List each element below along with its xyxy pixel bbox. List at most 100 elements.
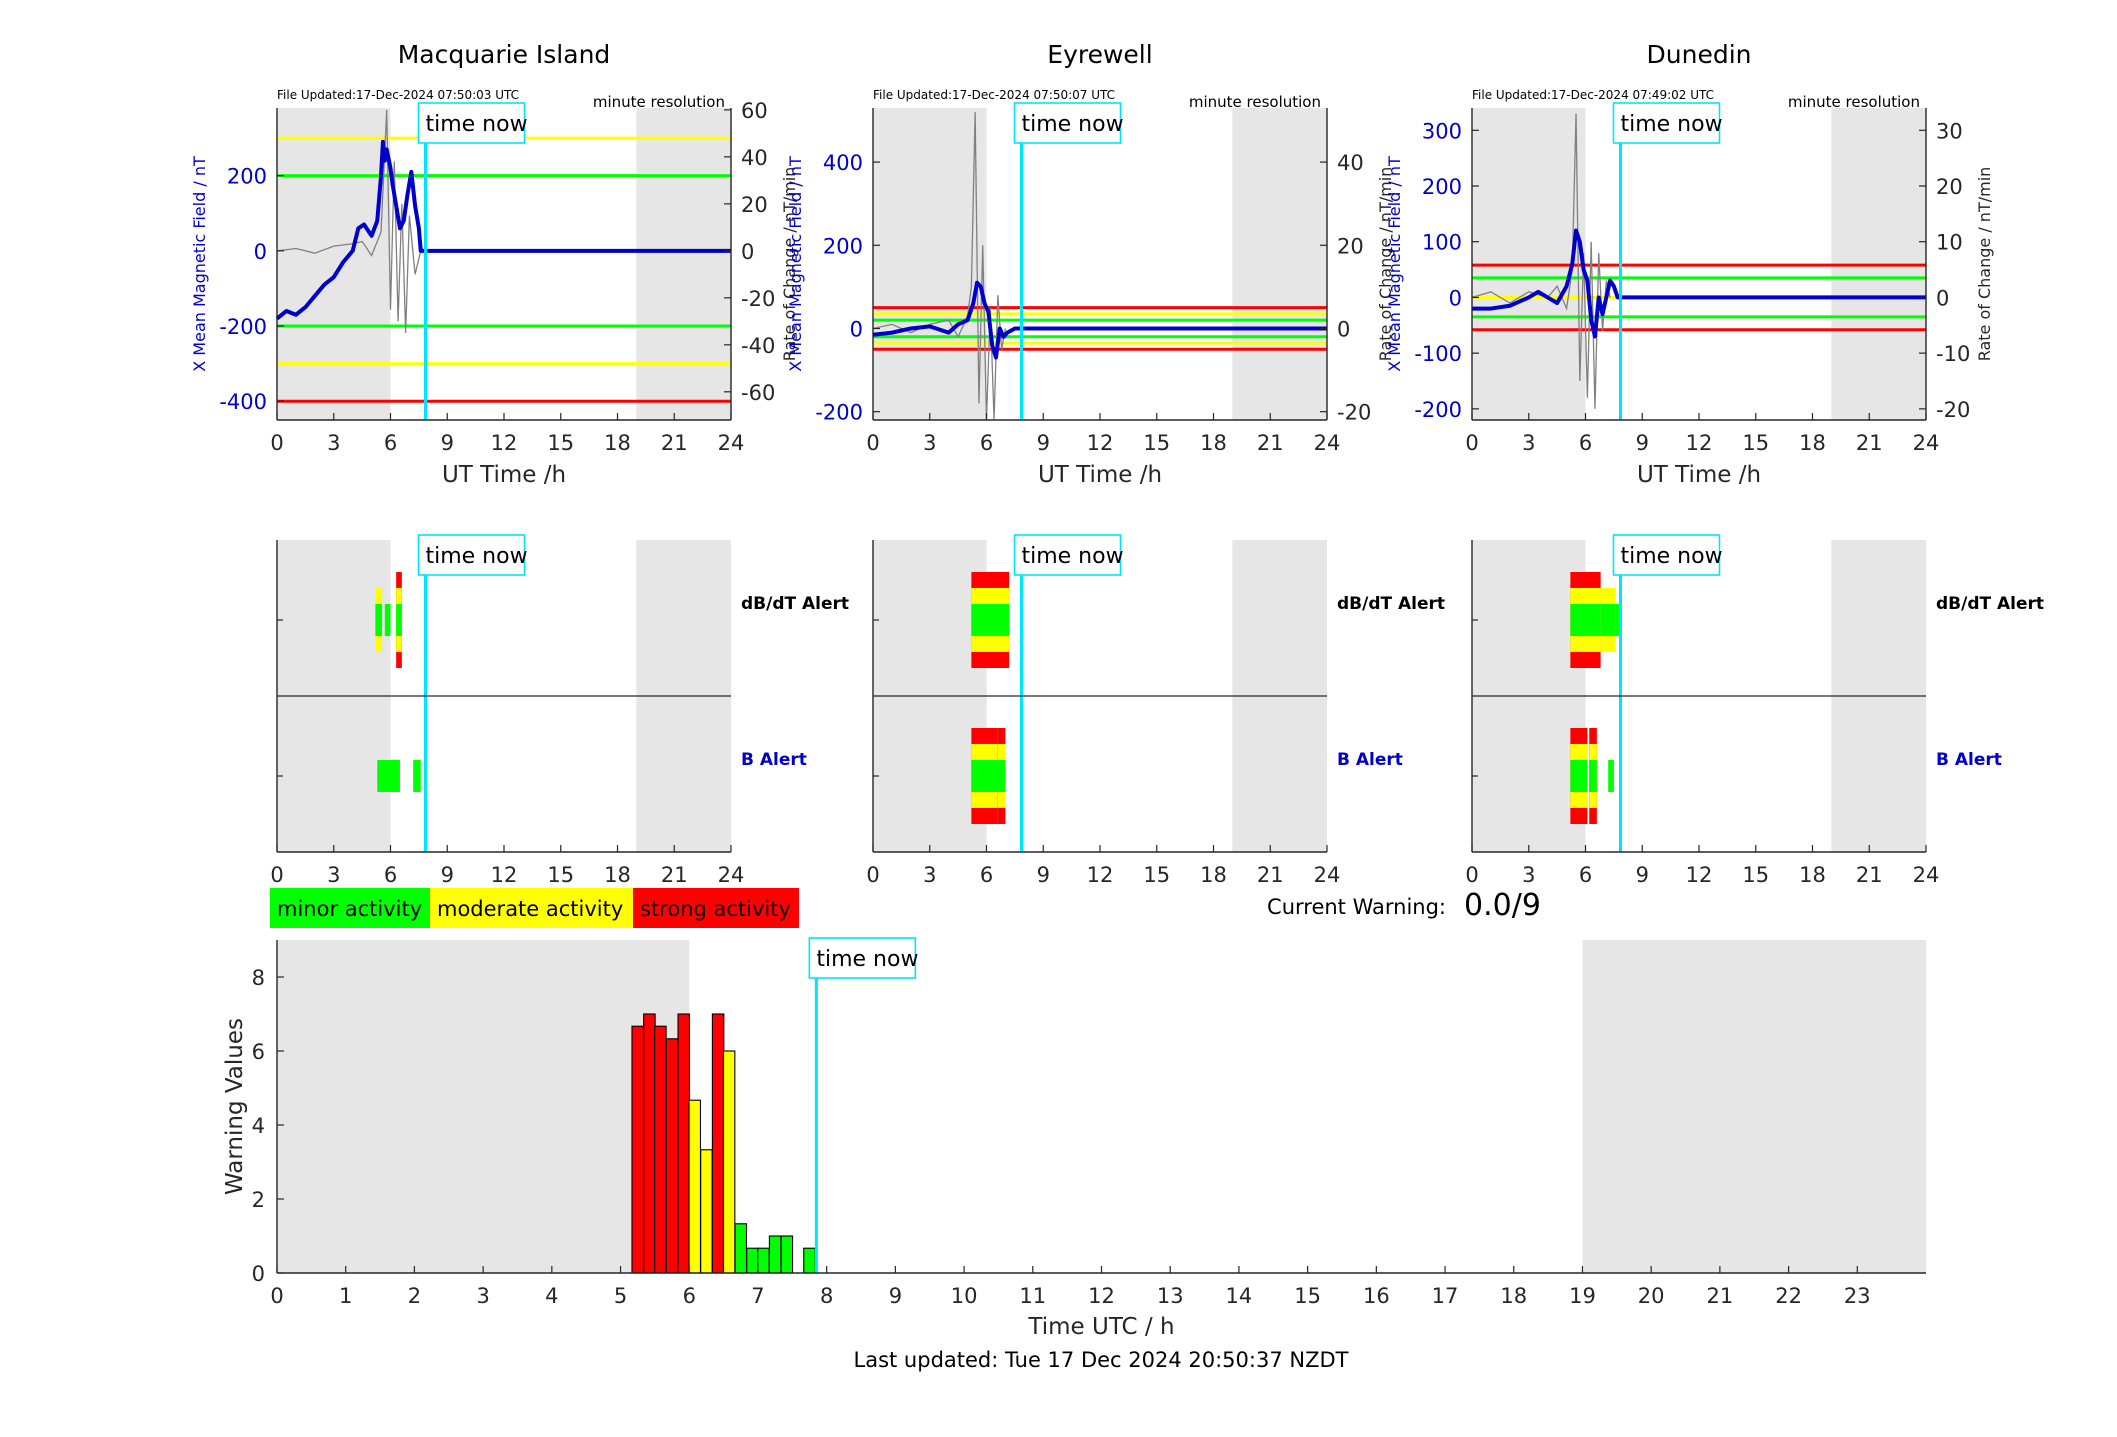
- x-tick-label: 9: [441, 431, 454, 455]
- x-tick-label: 13: [1157, 1284, 1184, 1308]
- file-updated-label: File Updated:17-Dec-2024 07:50:03 UTC: [277, 88, 519, 102]
- y-axis-label: Warning Values: [222, 1018, 248, 1195]
- x-tick-label: 24: [718, 863, 745, 887]
- x-tick-label: 6: [980, 863, 993, 887]
- x-tick-label: 18: [1200, 431, 1227, 455]
- b-alert-label: B Alert: [1337, 750, 1403, 770]
- y-tick-label-right: 10: [1936, 231, 1963, 255]
- x-axis-label: Time UTC / h: [1027, 1314, 1174, 1340]
- resolution-note: minute resolution: [593, 93, 725, 111]
- x-axis-label: UT Time /h: [1038, 462, 1162, 488]
- night-shading: [277, 108, 391, 420]
- x-tick-label: 15: [1742, 863, 1769, 887]
- alert-block-minor: [375, 604, 382, 636]
- x-tick-label: 7: [751, 1284, 764, 1308]
- y-tick-label-right: 30: [1936, 119, 1963, 143]
- x-tick-label: 17: [1432, 1284, 1459, 1308]
- y-tick-label-right: 40: [1337, 151, 1364, 175]
- x-tick-label: 18: [604, 431, 631, 455]
- warning-bar: [677, 1013, 691, 1274]
- rate-of-change-line: [276, 109, 422, 334]
- y-tick-label: 8: [252, 966, 265, 990]
- rate-of-change-line: [1471, 113, 1611, 409]
- y-tick-label-left: -400: [219, 390, 267, 414]
- x-tick-label: 6: [683, 1284, 696, 1308]
- magnetic-field-line: [275, 139, 731, 321]
- x-tick-label: 12: [1087, 431, 1114, 455]
- y-tick-label-left: 0: [254, 240, 267, 264]
- x-tick-label: 22: [1775, 1284, 1802, 1308]
- warning-bar: [768, 1235, 782, 1274]
- alert-block-minor: [1570, 604, 1601, 636]
- time-now-box: [1612, 102, 1721, 144]
- magnetic-field-line: [872, 280, 1327, 360]
- time-now-label: time now: [1021, 112, 1123, 137]
- warning-bar: [780, 1235, 794, 1274]
- alert-block-minor: [971, 760, 998, 792]
- x-tick-label: 6: [1579, 431, 1592, 455]
- y-tick-label-left: -200: [219, 315, 267, 339]
- x-tick-label: 11: [1019, 1284, 1046, 1308]
- x-tick-label: 0: [1465, 863, 1478, 887]
- y-tick-label-right: 0: [1337, 317, 1350, 341]
- night-shading: [1582, 940, 1926, 1273]
- last-updated: Last updated: Tue 17 Dec 2024 20:50:37 N…: [854, 1348, 1349, 1372]
- x-tick-label: 0: [270, 431, 283, 455]
- x-tick-label: 15: [1294, 1284, 1321, 1308]
- x-tick-label: 2: [408, 1284, 421, 1308]
- legend-swatch-moderate: [430, 888, 633, 928]
- current-warning-value: 0.0/9: [1464, 888, 1541, 923]
- time-now-box: [1013, 102, 1122, 144]
- x-tick-label: 21: [661, 431, 688, 455]
- x-tick-label: 9: [1037, 863, 1050, 887]
- x-tick-label: 9: [1037, 431, 1050, 455]
- warning-bar: [734, 1223, 748, 1274]
- y-tick-label: 0: [252, 1262, 265, 1286]
- x-tick-label: 21: [1257, 863, 1284, 887]
- y-axis-label-left: X Mean Magnetic Field / nT: [190, 156, 209, 372]
- y-tick-label-right: 20: [741, 193, 768, 217]
- x-tick-label: 6: [1579, 863, 1592, 887]
- y-tick-label-left: 300: [1422, 119, 1462, 143]
- x-tick-label: 15: [1143, 431, 1170, 455]
- warning-bar: [688, 1099, 702, 1274]
- y-axis-label-right: Rate of Change / nT/min: [1376, 167, 1395, 362]
- file-updated-label: File Updated:17-Dec-2024 07:50:07 UTC: [873, 88, 1115, 102]
- time-now-label: time now: [816, 947, 918, 972]
- y-tick-label-right: 0: [741, 240, 754, 264]
- x-tick-label: 21: [1856, 431, 1883, 455]
- b-alert-label: B Alert: [741, 750, 807, 770]
- alert-block-minor: [384, 604, 391, 636]
- x-tick-label: 21: [1707, 1284, 1734, 1308]
- warning-bar: [803, 1247, 816, 1274]
- x-tick-label: 15: [1742, 431, 1769, 455]
- x-tick-label: 24: [1314, 863, 1341, 887]
- x-tick-label: 1: [339, 1284, 352, 1308]
- x-tick-label: 9: [1636, 431, 1649, 455]
- legend-label-minor: minor activity: [277, 897, 422, 921]
- alert-block-minor: [1608, 760, 1614, 792]
- x-tick-label: 3: [476, 1284, 489, 1308]
- b-alert-label: B Alert: [1936, 750, 2002, 770]
- x-tick-label: 6: [384, 431, 397, 455]
- alert-block-minor: [997, 760, 1006, 792]
- x-tick-label: 3: [1522, 431, 1535, 455]
- y-tick-label-left: 100: [1422, 231, 1462, 255]
- y-tick-label-left: 0: [850, 317, 863, 341]
- alert-block-minor: [1615, 604, 1621, 636]
- alert-block-minor: [1570, 760, 1588, 792]
- x-tick-label: 3: [1522, 863, 1535, 887]
- warning-bar: [722, 1050, 736, 1274]
- x-tick-label: 0: [270, 1284, 283, 1308]
- warning-bar: [643, 1013, 656, 1274]
- dbdt-alert-label: dB/dT Alert: [1936, 594, 2044, 614]
- x-axis-label: UT Time /h: [442, 462, 566, 488]
- x-tick-label: 6: [384, 863, 397, 887]
- time-now-box: [417, 534, 526, 576]
- alert-block-minor: [1600, 604, 1616, 636]
- legend-swatch-minor: [270, 888, 430, 928]
- y-tick-label-right: -20: [1936, 398, 1970, 422]
- x-tick-label: 12: [1088, 1284, 1115, 1308]
- alert-block-minor: [413, 760, 421, 792]
- night-shading: [873, 108, 987, 420]
